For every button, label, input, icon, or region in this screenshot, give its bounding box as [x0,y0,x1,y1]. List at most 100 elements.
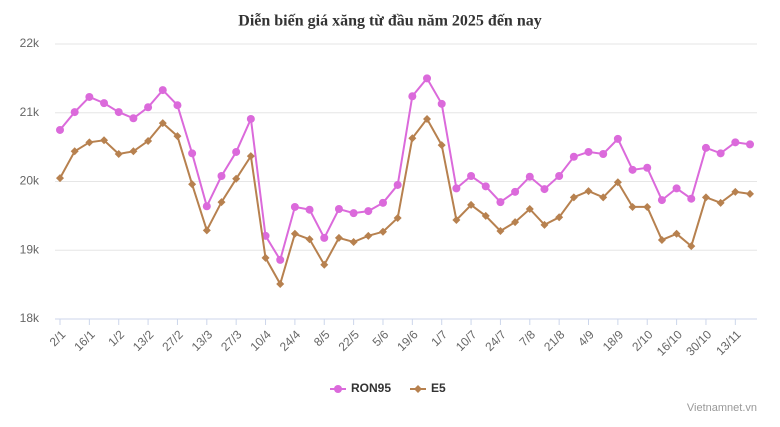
marker [85,92,94,101]
marker [144,136,153,145]
x-tick-label: 27/2 [159,327,186,354]
marker [70,108,79,117]
marker [378,198,387,207]
marker [599,150,608,158]
marker [276,255,285,264]
marker [731,138,740,147]
x-tick-label: 2/1 [47,327,69,349]
marker [540,185,549,194]
marker [481,211,490,220]
x-tick-label: 22/5 [336,327,363,354]
marker [378,227,387,236]
marker [525,205,534,213]
marker [540,220,549,229]
marker [643,163,652,172]
marker [701,193,710,202]
marker [555,172,564,180]
marker [746,140,754,149]
marker [202,226,211,235]
marker [85,138,94,147]
x-tick-label: 30/10 [683,327,714,358]
x-tick-label: 4/9 [575,327,597,349]
legend-item[interactable]: RON95 [330,381,391,395]
marker [320,260,329,269]
marker [467,172,476,180]
marker [657,235,666,244]
marker [305,235,314,244]
x-tick-label: 8/5 [311,327,333,349]
y-tick-label: 22k [20,36,40,50]
x-tick-label: 13/3 [189,327,216,354]
marker [511,187,520,196]
marker [364,231,373,240]
marker [334,205,343,213]
marker [290,202,299,211]
marker [643,202,652,211]
marker [408,134,417,143]
marker [144,103,153,112]
marker [188,180,197,189]
marker [613,178,622,187]
legend-label: RON95 [351,381,391,395]
x-tick-label: 2/10 [629,327,656,354]
marker [467,200,476,209]
marker [100,136,109,145]
x-tick-label: 7/8 [516,327,538,349]
marker [114,150,123,158]
x-tick-label: 10/7 [453,327,480,354]
x-tick-label: 27/3 [218,327,245,354]
y-tick-label: 21k [20,105,40,119]
marker [481,182,490,191]
marker [393,213,402,222]
x-tick-label: 1/2 [105,327,127,349]
marker [188,149,197,158]
marker [746,189,754,198]
marker [423,114,432,123]
marker [393,180,402,189]
legend-label: E5 [431,381,446,395]
marker [716,198,725,207]
marker [114,108,123,117]
marker [158,86,167,95]
legend-item[interactable]: E5 [410,381,446,395]
marker [246,152,255,161]
marker [569,152,578,161]
legend-marker [334,385,342,393]
marker [496,198,505,207]
x-tick-label: 13/2 [130,327,157,354]
x-tick-label: 1/7 [428,327,450,349]
marker [452,184,461,193]
marker [496,227,505,235]
marker [290,229,299,238]
y-tick-label: 19k [20,242,40,256]
marker [672,184,681,193]
marker [261,253,270,262]
marker [569,193,578,202]
marker [701,143,710,152]
marker [129,147,138,156]
marker [408,92,417,101]
marker [232,174,241,183]
y-tick-label: 20k [20,174,40,188]
x-tick-label: 19/6 [394,327,421,354]
marker [217,172,226,180]
marker [437,141,446,150]
marker [628,202,637,211]
marker [716,149,725,158]
marker [687,194,696,203]
marker [100,99,109,108]
marker [56,125,64,134]
x-tick-label: 13/11 [713,327,744,358]
chart-title: Diễn biến giá xăng từ đầu năm 2025 đến n… [238,13,541,30]
x-tick-label: 24/7 [482,327,509,354]
marker [672,229,681,238]
marker [584,147,593,156]
x-tick-label: 21/8 [541,327,568,354]
marker [349,238,358,246]
y-tick-label: 18k [20,311,40,325]
marker [232,147,241,156]
marker [364,207,373,216]
marker [657,196,666,205]
marker [613,134,622,143]
